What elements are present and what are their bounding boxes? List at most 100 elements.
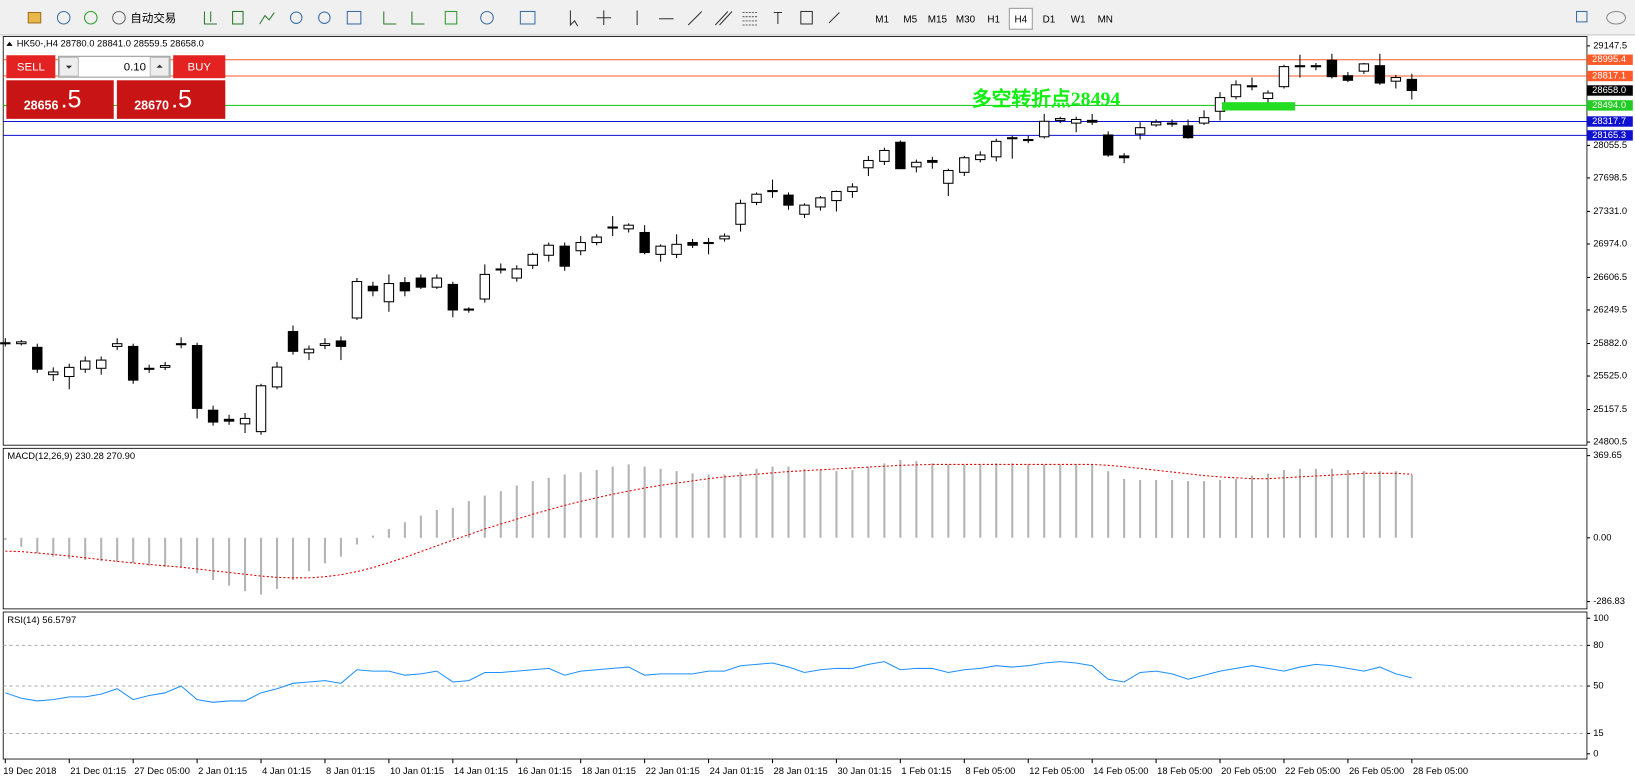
candle-body xyxy=(959,157,970,173)
x-tick-label: 18 Feb 05:00 xyxy=(1157,766,1212,776)
candle-body xyxy=(1134,127,1146,135)
auto-trade-button[interactable]: 自动交易 xyxy=(130,11,176,25)
trade-panel: SELL 0.10 BUY 28656 .5 28670 .5 xyxy=(6,55,226,119)
y-tick-label: 50 xyxy=(1593,681,1603,691)
candle-body xyxy=(1166,122,1178,125)
icon-button[interactable] xyxy=(346,10,362,25)
icon-button[interactable] xyxy=(1575,10,1588,23)
candle-body xyxy=(80,360,91,370)
candle-body xyxy=(1342,75,1354,81)
icon-button[interactable] xyxy=(383,11,397,25)
timeframe-button[interactable]: H1 xyxy=(987,14,1000,25)
candle-body xyxy=(1230,84,1242,98)
level-label: 28817.1 xyxy=(1592,70,1626,80)
candle-body xyxy=(1278,66,1290,88)
candle-body xyxy=(943,169,954,184)
candle-body xyxy=(319,343,331,347)
icon-button[interactable] xyxy=(232,10,244,25)
current-price-label: 28658.0 xyxy=(1592,85,1626,95)
candle-body xyxy=(559,245,570,267)
candle-body xyxy=(287,331,299,352)
x-tick-label: 19 Dec 2018 xyxy=(3,766,56,776)
lot-value[interactable]: 0.10 xyxy=(124,61,146,73)
timeframe-button[interactable]: M30 xyxy=(956,14,976,25)
y-tick-label: 369.65 xyxy=(1593,450,1622,460)
sell-button[interactable] xyxy=(6,55,56,79)
timeframe-button[interactable]: W1 xyxy=(1071,14,1086,25)
icon-button[interactable] xyxy=(289,11,303,24)
candle-body xyxy=(975,154,986,161)
candle-body xyxy=(543,244,554,256)
timeframe-button[interactable]: D1 xyxy=(1043,14,1056,25)
buy-price-box[interactable] xyxy=(116,80,226,119)
candle-body xyxy=(447,283,459,311)
main-chart-frame xyxy=(2,36,1588,446)
candle-body xyxy=(1054,118,1066,121)
sell-label[interactable]: SELL xyxy=(17,61,45,73)
candle-body xyxy=(815,197,826,208)
candle-body xyxy=(1102,134,1114,156)
icon-button[interactable] xyxy=(569,10,579,27)
icon-button[interactable] xyxy=(203,11,217,25)
candle-body xyxy=(703,241,714,245)
y-tick-label: 29147.5 xyxy=(1593,40,1627,50)
y-tick-label: 25882.0 xyxy=(1593,338,1627,348)
icon-button[interactable] xyxy=(27,11,42,24)
x-tick-label: 8 Jan 01:15 xyxy=(326,766,375,776)
icon-button[interactable] xyxy=(596,10,612,26)
candle-body xyxy=(255,385,267,433)
icon-button[interactable] xyxy=(318,11,331,24)
candle-body xyxy=(831,190,842,202)
y-tick-label: 25157.5 xyxy=(1593,404,1627,414)
icon-button[interactable] xyxy=(742,11,758,26)
timeframe-button[interactable]: M1 xyxy=(875,14,889,25)
x-tick-label: 27 Dec 05:00 xyxy=(134,766,190,776)
candle-body xyxy=(1294,65,1306,68)
timeframe-button[interactable]: H4 xyxy=(1014,14,1027,25)
candle-body xyxy=(399,282,411,292)
y-tick-label: 24800.5 xyxy=(1593,437,1627,447)
candle-body xyxy=(911,161,922,168)
sell-price-box[interactable] xyxy=(6,80,114,119)
sell-price-fraction: .5 xyxy=(61,86,82,114)
candle-body xyxy=(415,277,427,288)
buy-button[interactable] xyxy=(173,55,226,79)
arrow-down xyxy=(65,65,73,69)
x-tick-label: 20 Feb 05:00 xyxy=(1221,766,1276,776)
icon-button[interactable] xyxy=(112,10,126,25)
icon-button[interactable] xyxy=(444,10,458,25)
candle-body xyxy=(927,159,938,163)
chart-annotation: 多空转折点28494 xyxy=(972,88,1121,111)
timeframe-button[interactable]: MN xyxy=(1098,14,1113,25)
x-tick-label: 14 Jan 01:15 xyxy=(454,766,508,776)
candle-body xyxy=(783,194,794,206)
candle-body xyxy=(1182,125,1194,139)
icon-button[interactable] xyxy=(519,10,536,25)
candle-body xyxy=(191,344,203,409)
icon-button[interactable] xyxy=(56,10,71,25)
icon-button[interactable] xyxy=(1606,10,1627,25)
candle-body xyxy=(207,409,219,423)
candle-body xyxy=(655,245,666,255)
icon-button[interactable] xyxy=(480,10,494,25)
icon-button[interactable] xyxy=(773,11,783,24)
candle-body xyxy=(143,367,155,370)
candle-body xyxy=(431,277,443,288)
icon-button[interactable] xyxy=(714,11,733,26)
candle-body xyxy=(335,340,347,347)
macd-frame xyxy=(2,447,1588,610)
icon-button[interactable] xyxy=(84,10,98,25)
timeframe-button[interactable]: M15 xyxy=(928,14,948,25)
icon-button[interactable] xyxy=(828,12,840,24)
buy-price-fraction: .5 xyxy=(171,86,192,114)
toolbar-icons xyxy=(27,10,1627,27)
lot-input[interactable] xyxy=(57,55,171,78)
candle-body xyxy=(527,253,538,266)
icon-button[interactable] xyxy=(411,11,425,25)
icon-button[interactable] xyxy=(259,12,275,25)
icon-button[interactable] xyxy=(687,11,703,26)
icon-button[interactable] xyxy=(800,10,813,25)
timeframe-button[interactable]: M5 xyxy=(903,14,917,25)
buy-label[interactable]: BUY xyxy=(187,61,211,73)
candle-body xyxy=(1310,65,1322,68)
